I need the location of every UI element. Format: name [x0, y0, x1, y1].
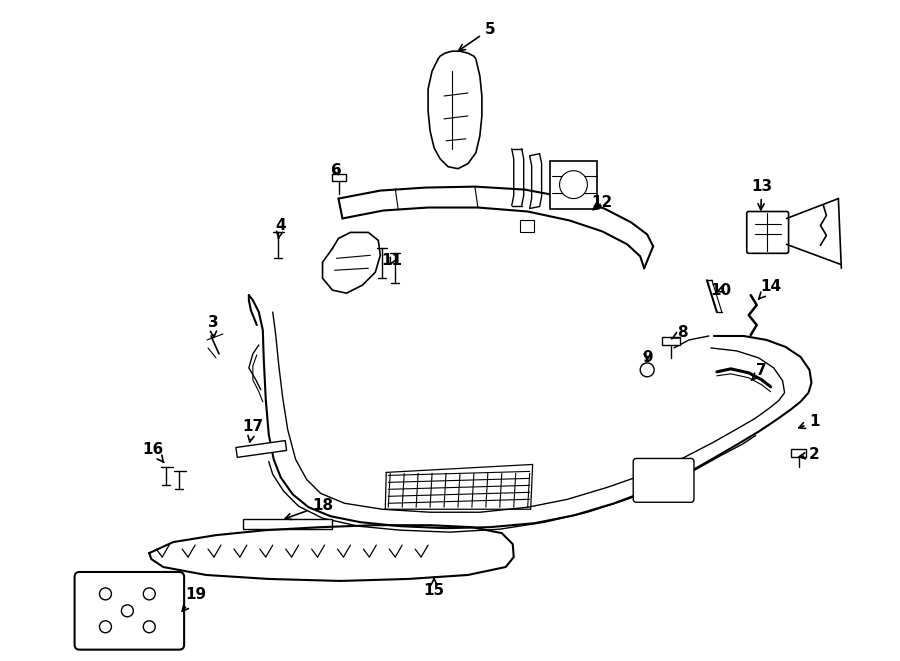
Circle shape — [560, 171, 588, 198]
Text: 1: 1 — [799, 414, 820, 429]
FancyBboxPatch shape — [75, 572, 184, 650]
Polygon shape — [149, 525, 514, 581]
Text: 18: 18 — [285, 498, 333, 520]
Text: 4: 4 — [275, 218, 286, 239]
FancyBboxPatch shape — [634, 459, 694, 502]
Bar — [331, 174, 346, 180]
Circle shape — [100, 588, 112, 600]
Circle shape — [122, 605, 133, 617]
Text: 13: 13 — [752, 179, 772, 210]
Text: 19: 19 — [182, 588, 207, 611]
FancyBboxPatch shape — [747, 212, 788, 253]
Text: 8: 8 — [671, 325, 688, 340]
Bar — [662, 337, 680, 345]
Text: 6: 6 — [331, 163, 342, 178]
Text: 2: 2 — [799, 447, 820, 462]
Text: 5: 5 — [459, 22, 495, 50]
Text: 3: 3 — [208, 315, 219, 337]
Circle shape — [143, 588, 155, 600]
Bar — [519, 221, 534, 233]
Bar — [790, 449, 806, 457]
Bar — [236, 441, 286, 457]
Bar — [243, 519, 332, 529]
Text: 11: 11 — [382, 253, 402, 268]
Text: 7: 7 — [752, 364, 767, 380]
Text: 10: 10 — [710, 283, 732, 297]
Text: 15: 15 — [424, 578, 445, 598]
Text: 16: 16 — [142, 442, 164, 462]
Text: 17: 17 — [242, 419, 264, 442]
Text: 9: 9 — [642, 350, 652, 366]
Polygon shape — [428, 51, 482, 169]
Bar — [550, 161, 598, 208]
Polygon shape — [322, 233, 381, 293]
Circle shape — [100, 621, 112, 633]
Circle shape — [143, 621, 155, 633]
Text: 14: 14 — [759, 279, 781, 299]
Text: 12: 12 — [591, 195, 613, 210]
Circle shape — [640, 363, 654, 377]
